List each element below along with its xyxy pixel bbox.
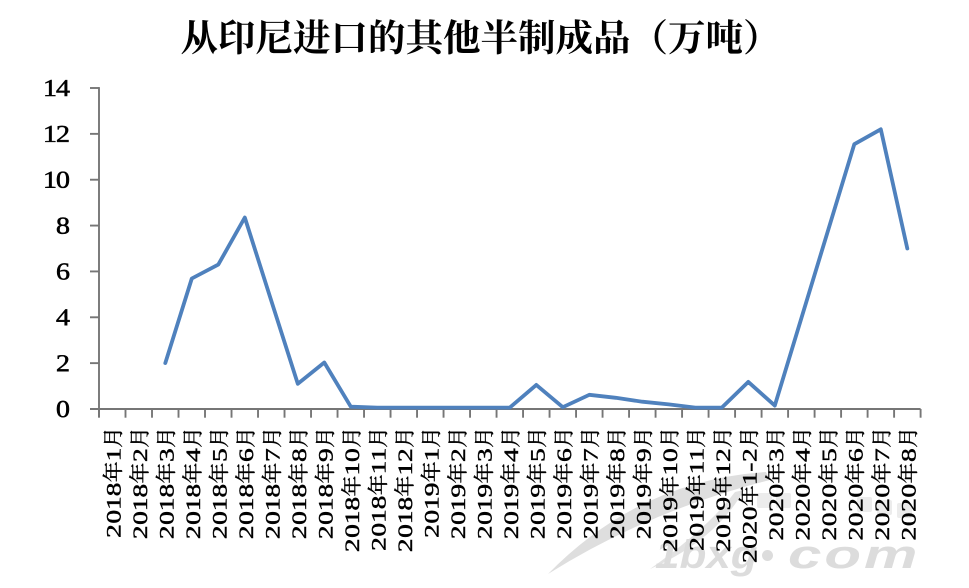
svg-text:1bxg: 1bxg: [655, 532, 758, 577]
